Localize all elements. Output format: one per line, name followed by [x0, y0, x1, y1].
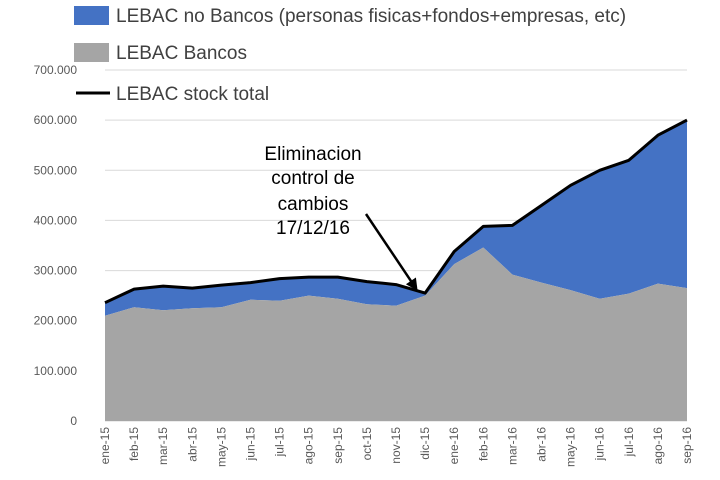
x-tick-label: jun-15	[244, 427, 258, 462]
x-tick-label: oct-15	[360, 427, 374, 461]
plot-areas	[104, 118, 688, 421]
y-tick-label: 200.000	[34, 314, 78, 328]
annotation-text: cambios	[278, 194, 349, 215]
y-tick-label: 400.000	[34, 213, 78, 227]
x-tick-label: ago-15	[302, 427, 316, 465]
x-tick-label: abr-15	[185, 427, 199, 462]
legend-label-no-bancos: LEBAC no Bancos (personas fisicas+fondos…	[116, 6, 626, 27]
area-lebac-no-bancos	[105, 120, 687, 316]
x-tick-label: mar-16	[505, 427, 519, 465]
legend-label-total: LEBAC stock total	[116, 84, 269, 105]
x-tick-label: sep-16	[680, 427, 694, 464]
annotation-text: control de	[271, 168, 354, 189]
x-tick-label: mar-15	[156, 427, 170, 465]
x-tick-label: abr-16	[535, 427, 549, 462]
annotation-arrowhead	[405, 277, 418, 291]
annotation: Eliminacion control de cambios 17/12/16	[264, 144, 418, 291]
y-tick-label: 600.000	[34, 113, 78, 127]
y-tick-label: 500.000	[34, 163, 78, 177]
y-axis-ticks: 0 100.000 200.000 300.000 400.000 500.000 600.…	[34, 63, 78, 428]
y-tick-label: 100.000	[34, 364, 78, 378]
line-lebac-stock-total	[104, 118, 688, 305]
x-tick-label: jul-15	[273, 427, 287, 458]
area-lebac-bancos	[105, 247, 687, 421]
x-tick-label: sep-15	[331, 427, 345, 464]
annotation-text: 17/12/16	[276, 218, 350, 239]
x-tick-label: may-16	[564, 427, 578, 467]
x-tick-label: jul-16	[622, 427, 636, 458]
x-axis-ticks: ene-15 feb-15 mar-15 abr-15 may-15 jun-15 jul-…	[98, 427, 694, 467]
annotation-arrow-line	[364, 213, 415, 285]
x-tick-label: ago-16	[651, 427, 665, 465]
x-tick-label: nov-15	[389, 427, 403, 464]
x-tick-label: feb-16	[476, 427, 490, 461]
x-tick-label: dic-15	[418, 427, 432, 460]
y-tick-label: 700.000	[34, 63, 78, 77]
y-tick-label: 300.000	[34, 264, 78, 278]
y-tick-label: 0	[70, 414, 77, 428]
x-tick-label: jun-16	[593, 427, 607, 462]
legend: LEBAC no Bancos (personas fisicas+fondos…	[74, 6, 626, 105]
x-tick-label: ene-16	[447, 427, 461, 465]
annotation-text: Eliminacion	[264, 144, 361, 165]
legend-swatch-no-bancos	[74, 6, 109, 25]
legend-swatch-bancos	[74, 43, 109, 62]
legend-label-bancos: LEBAC Bancos	[116, 43, 247, 64]
x-tick-label: feb-15	[127, 427, 141, 461]
x-tick-label: ene-15	[98, 427, 112, 465]
x-tick-label: may-15	[214, 427, 228, 467]
